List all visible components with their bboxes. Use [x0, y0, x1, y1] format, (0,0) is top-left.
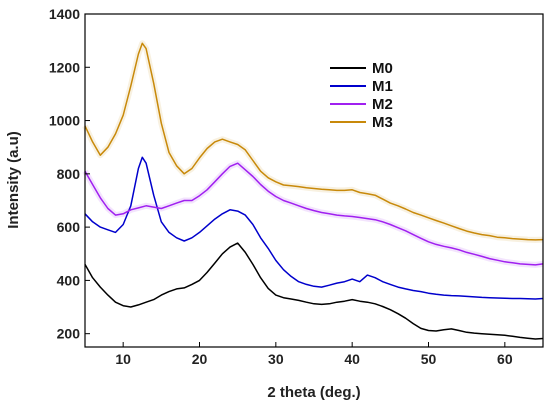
- plot-frame: [84, 13, 544, 348]
- series-m0-line: [84, 242, 544, 340]
- y-tick-label: 400: [57, 272, 81, 288]
- y-tick-label: 800: [57, 166, 81, 182]
- y-tick-label: 600: [57, 219, 81, 235]
- series-m2-line: [84, 162, 544, 266]
- x-tick-label: 40: [344, 351, 360, 367]
- y-tick-label: 200: [57, 326, 81, 342]
- x-axis: 10 20 30 40 50 60: [115, 342, 513, 367]
- legend-label-m1: M1: [372, 78, 393, 95]
- legend-label-m0: M0: [372, 60, 393, 77]
- series-m1-line: [84, 156, 544, 300]
- x-tick-label: 10: [115, 351, 131, 367]
- x-tick-label: 50: [421, 351, 437, 367]
- series-m2-halo: [82, 160, 544, 268]
- legend-label-m2: M2: [372, 96, 393, 113]
- legend-label-m3: M3: [372, 114, 393, 131]
- x-axis-title: 2 theta (deg.): [267, 384, 360, 401]
- y-axis: 200 400 600 800 1000 1200 1400: [49, 6, 90, 342]
- y-tick-label: 1400: [49, 6, 80, 22]
- x-tick-label: 60: [497, 351, 513, 367]
- y-tick-label: 1000: [49, 113, 80, 129]
- series-layer: [82, 40, 544, 340]
- x-tick-label: 20: [192, 351, 208, 367]
- series-m3-line: [84, 42, 544, 241]
- y-tick-label: 1200: [49, 59, 80, 75]
- y-axis-title: Intensity (a.u): [5, 131, 22, 229]
- x-tick-label: 30: [268, 351, 284, 367]
